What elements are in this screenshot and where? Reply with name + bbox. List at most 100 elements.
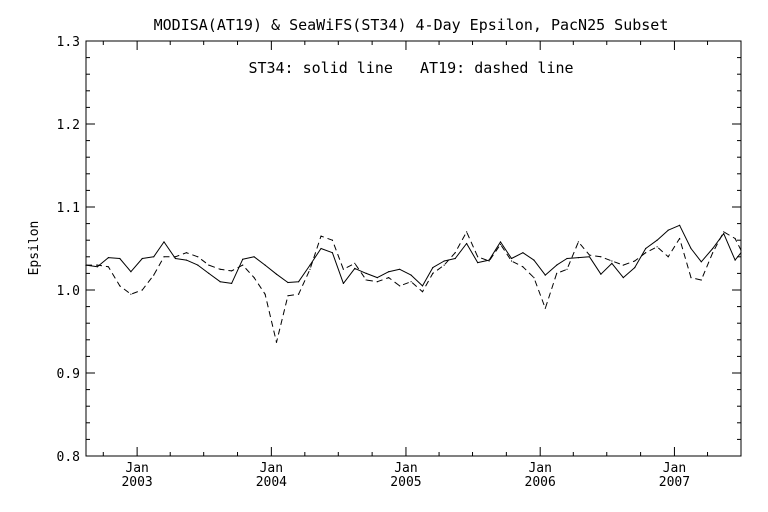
data-point-st34 <box>399 268 401 270</box>
x-tick-year-label: 2007 <box>659 475 690 490</box>
data-point-st34 <box>365 272 367 274</box>
data-point-st34 <box>712 247 714 250</box>
x-tick-month-label: Jan <box>663 461 686 476</box>
data-point-st34 <box>376 277 378 279</box>
data-point-st34 <box>622 277 624 279</box>
data-point-st34 <box>679 224 681 226</box>
data-point-st34 <box>667 229 669 231</box>
data-point-at19 <box>656 246 658 248</box>
data-point-at19 <box>499 243 502 245</box>
data-point-st34 <box>264 264 266 266</box>
data-point-st34 <box>577 257 580 259</box>
data-point-at19 <box>556 272 558 274</box>
data-point-st34 <box>174 257 176 260</box>
data-point-st34 <box>153 256 155 258</box>
data-point-at19 <box>432 272 434 274</box>
data-point-at19 <box>253 277 255 279</box>
data-point-st34 <box>298 281 300 283</box>
data-point-at19 <box>185 252 187 254</box>
data-point-st34 <box>331 252 333 254</box>
data-point-st34 <box>656 239 658 241</box>
data-point-at19 <box>588 254 591 256</box>
data-point-at19 <box>275 341 278 343</box>
y-axis-label: Epsilon <box>27 221 42 276</box>
data-point-at19 <box>454 252 456 254</box>
data-point-st34 <box>130 271 132 273</box>
data-point-st34 <box>287 281 289 284</box>
data-point-at19 <box>399 285 401 287</box>
data-point-at19 <box>130 293 132 295</box>
data-point-at19 <box>264 293 266 295</box>
x-tick-month-label: Jan <box>394 461 417 476</box>
data-point-st34 <box>275 273 278 275</box>
data-point-at19 <box>734 237 736 240</box>
data-point-at19 <box>287 295 289 297</box>
data-point-at19 <box>510 260 513 262</box>
data-point-at19 <box>611 260 613 262</box>
data-point-st34 <box>466 242 468 245</box>
data-point-at19 <box>309 268 311 270</box>
chart-title: MODISA(AT19) & SeaWiFS(ST34) 4-Day Epsil… <box>154 16 669 34</box>
data-point-at19 <box>544 307 546 309</box>
data-point-st34 <box>119 257 121 260</box>
data-point-st34 <box>588 256 591 258</box>
y-tick-label: 1.0 <box>57 284 80 299</box>
data-point-at19 <box>208 264 210 266</box>
data-point-at19 <box>622 264 624 266</box>
data-point-at19 <box>197 256 199 258</box>
data-point-at19 <box>96 264 98 266</box>
data-point-st34 <box>723 233 725 235</box>
data-point-st34 <box>645 247 647 250</box>
data-point-at19 <box>577 241 580 243</box>
y-axis-ticks: 0.8 0.9 1.0 1.1 1.2 1.3 <box>57 35 741 465</box>
series-line-st34 <box>85 224 742 287</box>
data-point-at19 <box>477 256 479 258</box>
data-point-st34 <box>421 285 424 287</box>
data-point-st34 <box>253 256 255 258</box>
data-point-st34 <box>443 260 445 262</box>
data-point-st34 <box>388 271 390 273</box>
x-tick-month-label: Jan <box>125 461 148 476</box>
data-point-st34 <box>107 257 109 259</box>
x-tick-year-label: 2006 <box>525 475 556 490</box>
data-point-st34 <box>533 259 535 261</box>
y-tick-label: 1.2 <box>57 118 80 133</box>
data-point-at19 <box>600 256 602 258</box>
data-point-at19 <box>119 285 121 287</box>
data-point-st34 <box>700 261 702 263</box>
data-point-st34 <box>510 257 513 260</box>
y-tick-label: 0.9 <box>57 367 80 382</box>
data-point-at19 <box>320 235 322 237</box>
data-point-st34 <box>634 267 636 269</box>
data-point-st34 <box>410 274 412 276</box>
data-point-st34 <box>611 262 613 264</box>
x-tick-month-label: Jan <box>528 461 551 476</box>
data-point-st34 <box>734 259 736 261</box>
data-point-st34 <box>477 262 479 264</box>
data-point-at19 <box>667 256 669 258</box>
x-tick-month-label: Jan <box>260 461 283 476</box>
data-point-at19 <box>690 277 692 279</box>
data-point-st34 <box>454 257 456 260</box>
data-point-at19 <box>174 256 176 258</box>
x-tick-year-label: 2005 <box>390 475 421 490</box>
data-point-at19 <box>107 266 109 268</box>
y-tick-label: 0.8 <box>57 450 80 465</box>
data-point-at19 <box>365 279 367 281</box>
data-point-at19 <box>231 270 233 272</box>
data-point-st34 <box>499 241 502 243</box>
data-point-st34 <box>185 259 187 261</box>
data-point-st34 <box>354 267 356 269</box>
line-style-annotation: ST34: solid line AT19: dashed line <box>248 59 573 77</box>
data-point-st34 <box>163 241 165 243</box>
data-point-at19 <box>342 268 344 270</box>
series-line-at19 <box>86 231 742 343</box>
data-point-at19 <box>388 277 390 279</box>
data-point-at19 <box>533 277 535 279</box>
data-point-st34 <box>544 274 546 276</box>
data-point-at19 <box>466 231 468 233</box>
data-point-st34 <box>219 281 221 283</box>
